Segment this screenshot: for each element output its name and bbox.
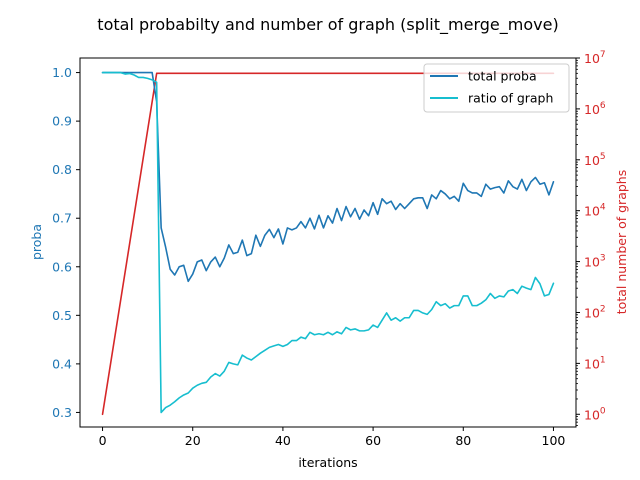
- y-tick-label: 0.3: [52, 405, 72, 420]
- x-tick-label: 0: [99, 433, 107, 448]
- y2-tick-label: 106: [584, 101, 606, 117]
- x-tick-label: 40: [275, 433, 291, 448]
- y-tick-label: 0.4: [52, 356, 72, 371]
- plot-frame: [79, 57, 577, 428]
- x-axis: 0 20 40 60 80 100: [99, 427, 566, 448]
- y-tick-label: 0.9: [52, 114, 72, 129]
- series-line-ratio-of-graph: [101, 71, 555, 414]
- y-tick-label: 0.5: [52, 308, 72, 323]
- legend: total proba ratio of graph: [423, 63, 570, 113]
- legend-box: [423, 63, 570, 113]
- x-axis-label: iterations: [298, 455, 357, 470]
- x-tick-label: 100: [542, 433, 566, 448]
- chart-title: total probabilty and number of graph (sp…: [97, 15, 558, 35]
- y2-axis-label: total number of graphs: [614, 170, 629, 314]
- x-tick-label: 80: [455, 433, 471, 448]
- x-tick-label: 20: [185, 433, 201, 448]
- legend-label-total-proba: total proba: [468, 69, 537, 84]
- y2-tick-label: 104: [584, 203, 606, 219]
- y-tick-label: 0.7: [52, 211, 72, 226]
- y2-tick-label: 102: [584, 304, 606, 320]
- y-axis-label: proba: [29, 224, 44, 260]
- y-axis-left: 0.3 0.4 0.5 0.6 0.7 0.8 0.9 1.0: [52, 65, 80, 420]
- y2-tick-label: 101: [584, 355, 606, 371]
- series-line-total-number-of-graphs: [101, 72, 555, 416]
- x-tick-label: 60: [365, 433, 381, 448]
- y-tick-label: 0.8: [52, 162, 72, 177]
- series-layer: [101, 71, 555, 416]
- series-line-total-proba: [101, 71, 555, 283]
- y2-tick-label: 105: [584, 152, 606, 168]
- y2-tick-label: 100: [584, 406, 606, 422]
- y-tick-label: 0.6: [52, 259, 72, 274]
- y2-tick-label: 103: [584, 254, 606, 270]
- legend-label-ratio-of-graph: ratio of graph: [468, 91, 553, 106]
- y-tick-label: 1.0: [52, 65, 72, 80]
- y2-tick-label: 107: [584, 50, 606, 66]
- y-axis-right: 100 101 102 103 104 105 106 107: [576, 50, 606, 426]
